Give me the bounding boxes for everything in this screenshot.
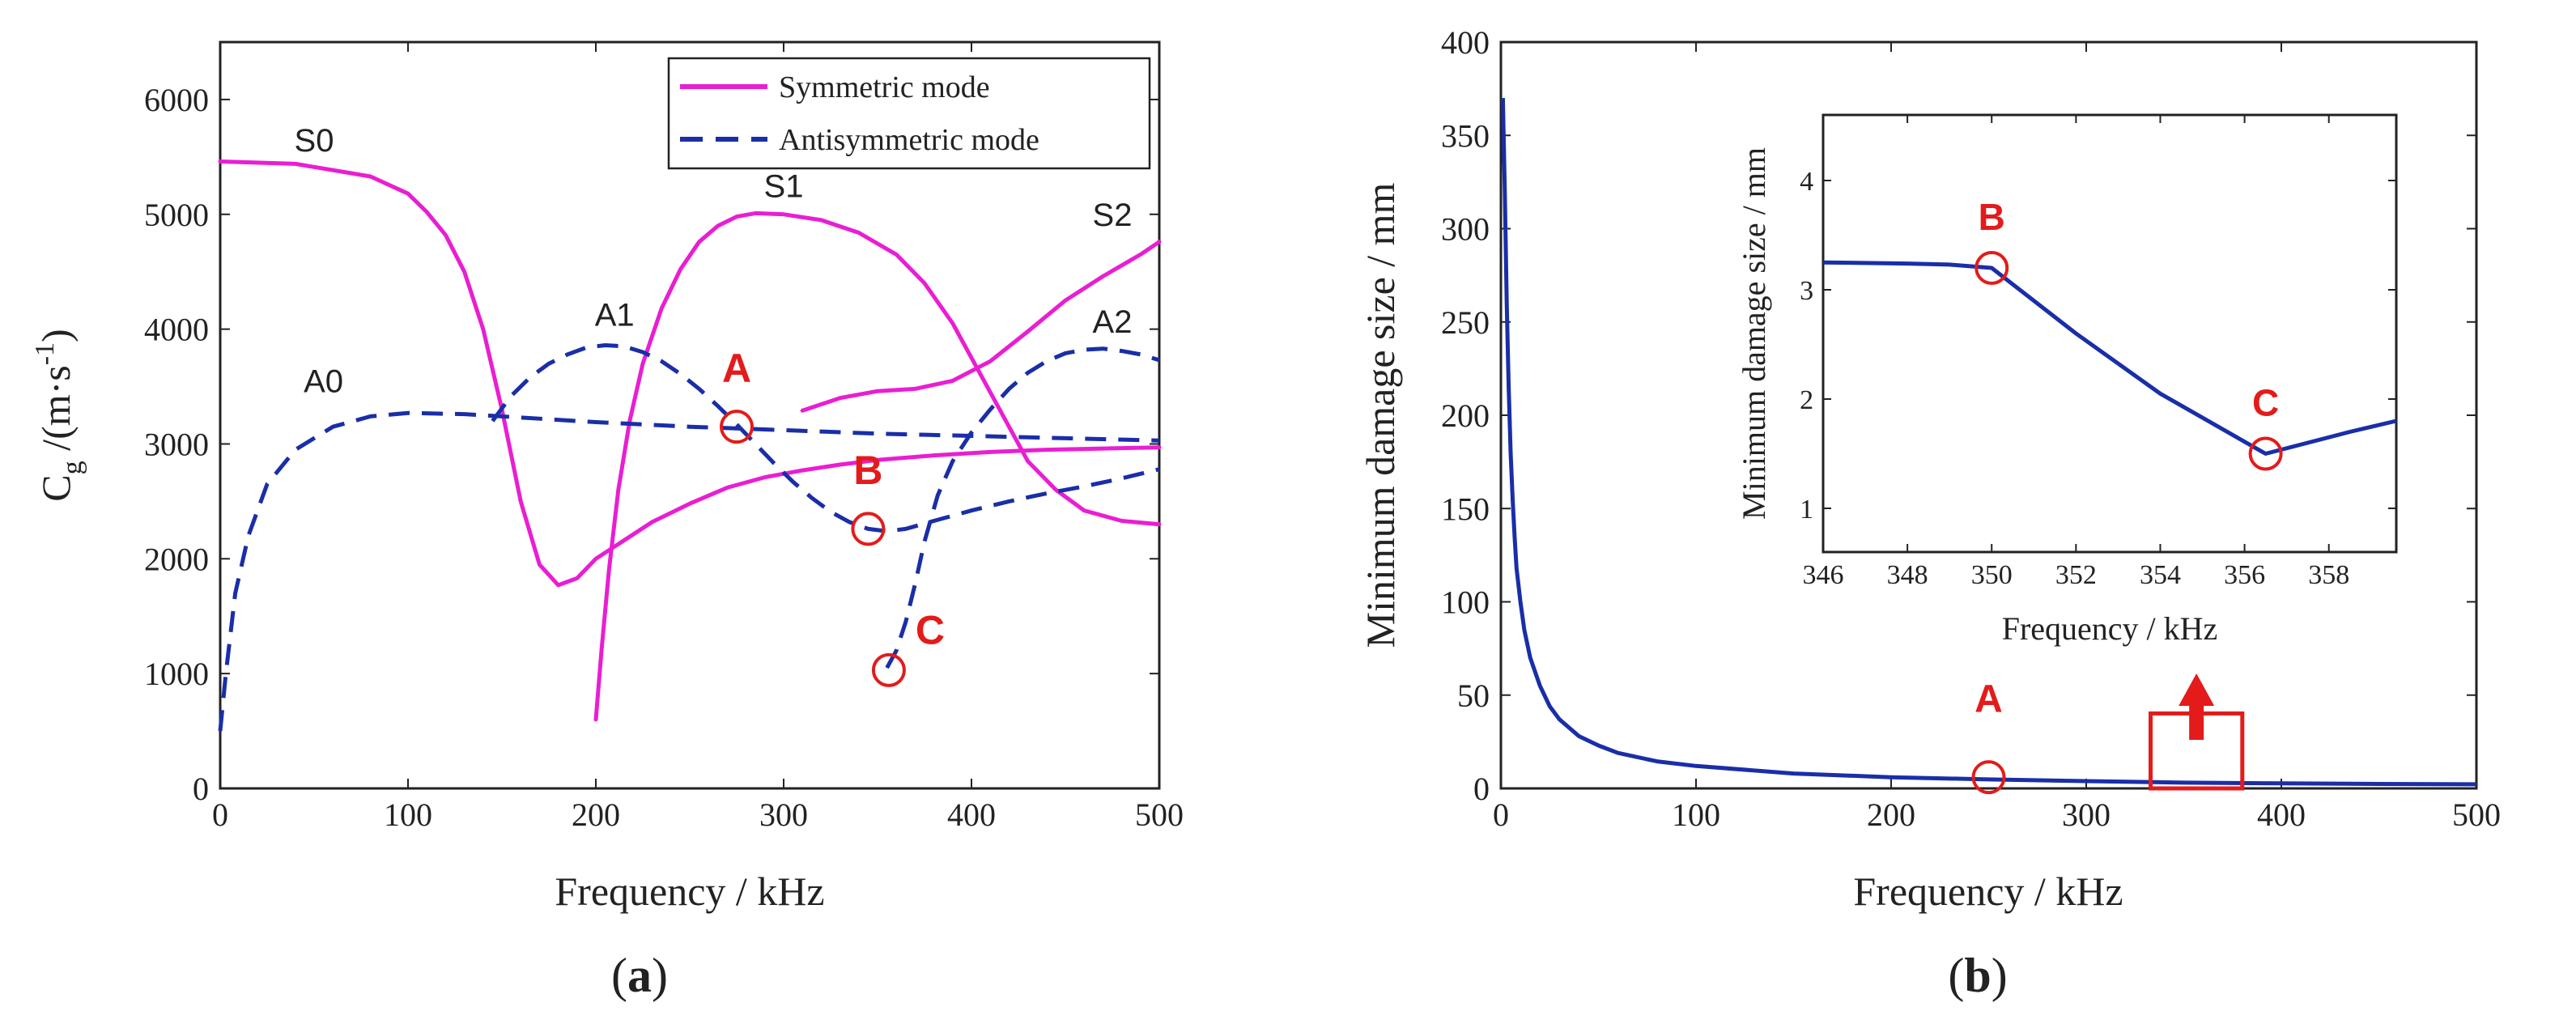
b-x-tick-label: 0 xyxy=(1493,796,1509,833)
b-y-tick-label: 100 xyxy=(1441,584,1490,621)
curve-a2 xyxy=(885,346,1160,669)
curve-s0 xyxy=(218,159,1162,588)
inset-x-tick-label: 358 xyxy=(2308,560,2349,590)
inset-x-tick-label: 352 xyxy=(2055,560,2097,590)
inset-marker-label-c: C xyxy=(2252,381,2279,423)
legend: Symmetric mode Antisymmetric mode xyxy=(667,57,1151,170)
a-y-tick-label: 0 xyxy=(193,771,209,807)
panel-b-chart: 0 100 200 300 400 500 0 50 100 150 200 250 300 350 400… xyxy=(1358,24,2501,1002)
inset-y-tick-label: 2 xyxy=(1800,385,1813,415)
inset-y-axis-label: Minimum damage size / mm xyxy=(1736,147,1772,520)
a-x-tick-label: 500 xyxy=(1135,796,1184,833)
y-axis-label: Minimum damage size / mm xyxy=(1358,182,1403,648)
a-x-tick-label: 100 xyxy=(384,796,432,833)
b-y-tick-label: 400 xyxy=(1441,24,1490,61)
a-y-tick-label: 4000 xyxy=(144,312,209,348)
b-x-tick-label: 500 xyxy=(2452,796,2501,833)
b-x-tick-label: 200 xyxy=(1867,796,1915,833)
a-marker-a xyxy=(720,410,754,444)
curve-label-s0: S0 xyxy=(295,123,334,159)
inset-y-tick-label: 4 xyxy=(1800,167,1813,197)
b-x-tick-label: 100 xyxy=(1672,796,1720,833)
b-marker-label-a: A xyxy=(1975,678,2003,720)
inset-x-tick-label: 348 xyxy=(1887,560,1928,590)
inset-plot-area xyxy=(1821,113,2398,554)
legend-label-antisymmetric: Antisymmetric mode xyxy=(779,123,1039,157)
legend-box xyxy=(667,57,1151,170)
curve-label-a2: A2 xyxy=(1093,304,1133,340)
panel-label-b: (b) xyxy=(1948,949,2007,1002)
b-y-tick-label: 250 xyxy=(1441,304,1490,341)
b-marker-a xyxy=(1971,760,2006,795)
curve-label-s1: S1 xyxy=(764,168,804,204)
x-axis-label: Frequency / kHz xyxy=(1853,869,2123,914)
b-y-tick-label: 350 xyxy=(1441,117,1490,154)
b-y-tick-label: 150 xyxy=(1441,491,1490,527)
inset-marker-label-b: B xyxy=(1979,196,2005,238)
curve-label-a1: A1 xyxy=(595,297,635,333)
inset-x-tick-label: 346 xyxy=(1803,560,1844,590)
a-x-tick-label: 300 xyxy=(759,796,808,833)
inset-x-tick-label: 356 xyxy=(2224,560,2265,590)
zoom-arrow-shaft xyxy=(2189,704,2204,740)
b-y-tick-label: 200 xyxy=(1441,397,1490,434)
a-marker-label-c: C xyxy=(916,607,945,652)
inset-x-axis-label: Frequency / kHz xyxy=(2002,610,2218,647)
inset-chart: 346 348 350 352 354 356 358 1 2 3 4 B C Frequency /… xyxy=(1736,113,2398,647)
panel-label-a: (a) xyxy=(611,949,668,1002)
b-x-tick-label: 400 xyxy=(2257,796,2306,833)
b-y-tick-label: 0 xyxy=(1473,771,1490,807)
curve-label-a0: A0 xyxy=(304,364,343,400)
b-x-tick-label: 300 xyxy=(2062,796,2111,833)
curve-min-damage-size xyxy=(1500,98,2477,787)
b-y-tick-label: 300 xyxy=(1441,211,1490,248)
zoom-arrow-head xyxy=(2179,673,2215,706)
inset-x-tick-label: 350 xyxy=(1971,560,2013,590)
inset-y-tick-label: 3 xyxy=(1800,276,1813,306)
panel-a-chart: 0 100 200 300 400 500010002000300040005000600… xyxy=(30,40,1184,1002)
y-axis-label: Cg /(m·s-1) xyxy=(30,329,87,501)
inset-curve xyxy=(1822,260,2397,456)
inset-marker-c xyxy=(2248,436,2283,471)
x-axis-label: Frequency / kHz xyxy=(555,869,824,914)
curve-s2 xyxy=(800,240,1162,413)
a-marker-b xyxy=(851,512,886,546)
inset-marker-b xyxy=(1975,251,2009,285)
curve-label-s2: S2 xyxy=(1093,198,1133,233)
a-x-tick-label: 400 xyxy=(947,796,996,833)
a-marker-label-b: B xyxy=(853,448,882,493)
a-marker-label-a: A xyxy=(722,346,751,391)
a-y-tick-label: 6000 xyxy=(144,82,209,118)
a-y-tick-label: 5000 xyxy=(144,197,209,233)
a-x-tick-label: 200 xyxy=(572,796,620,833)
inset-x-tick-label: 354 xyxy=(2140,560,2181,590)
a-y-tick-label: 2000 xyxy=(144,541,209,577)
curve-a0 xyxy=(218,410,1160,732)
a-x-tick-label: 0 xyxy=(212,796,228,833)
b-y-tick-label: 50 xyxy=(1457,678,1490,714)
a-y-tick-label: 3000 xyxy=(144,426,209,462)
curve-a1 xyxy=(491,343,1160,533)
a-y-tick-label: 1000 xyxy=(144,656,209,692)
a-marker-c xyxy=(871,652,906,687)
legend-label-symmetric: Symmetric mode xyxy=(779,70,990,104)
inset-y-tick-label: 1 xyxy=(1800,495,1813,525)
curve-s1 xyxy=(593,210,1162,722)
